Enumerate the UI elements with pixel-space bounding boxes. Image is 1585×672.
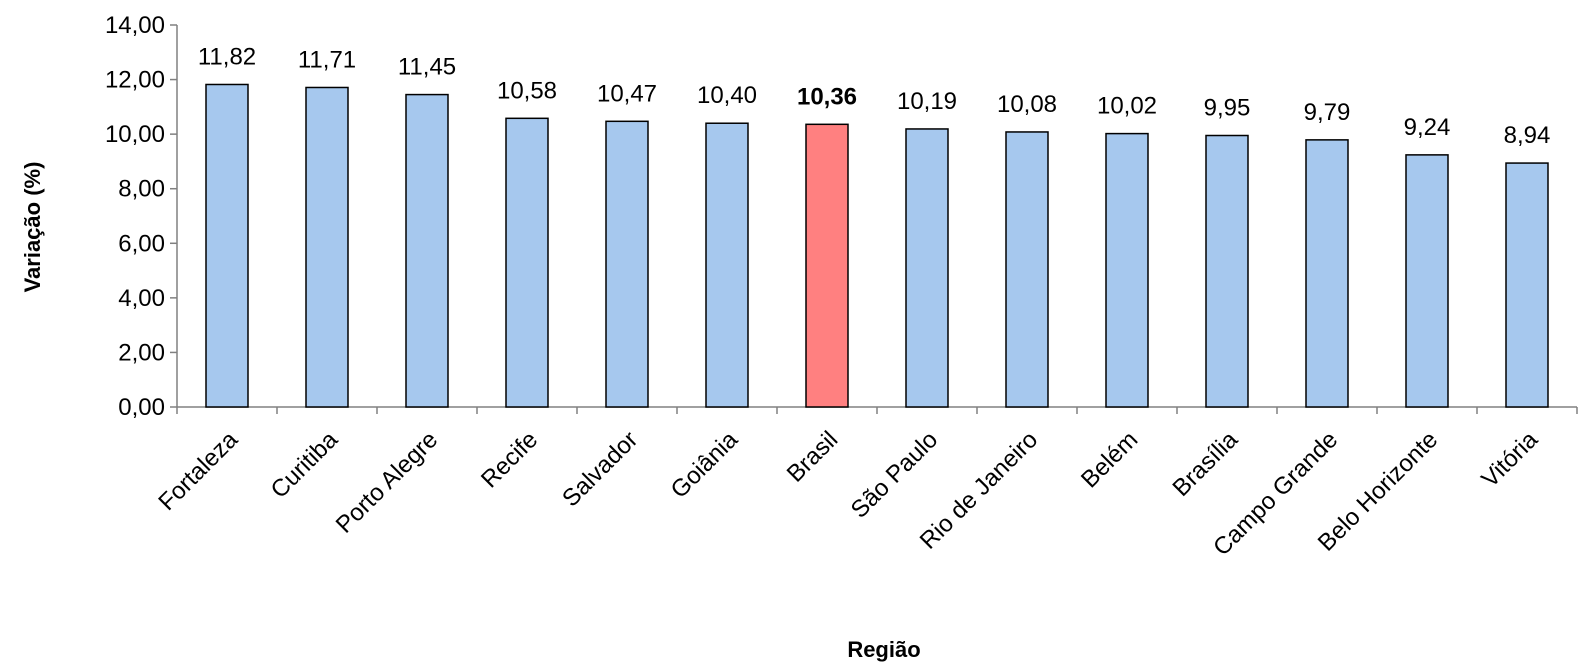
y-tick-label: 8,00	[118, 176, 165, 203]
bar-belém	[1105, 132, 1149, 408]
bar-fortaleza	[205, 83, 249, 408]
bar-salvador	[605, 120, 649, 408]
x-axis-title: Região	[847, 637, 920, 662]
data-label: 10,36	[797, 83, 857, 110]
data-label: 10,40	[697, 82, 757, 109]
bar-brasília	[1205, 134, 1249, 408]
data-label: 11,82	[198, 43, 256, 70]
data-label: 8,94	[1504, 122, 1551, 149]
bar-goiânia	[705, 122, 749, 408]
bar-porto-alegre	[405, 93, 449, 408]
bars	[205, 83, 1549, 408]
bar-recife	[505, 117, 549, 408]
x-tick-label: Porto Alegre	[331, 426, 443, 538]
y-tick-label: 12,00	[105, 67, 165, 94]
bar-brasil	[805, 123, 849, 408]
bar-rio-de-janeiro	[1005, 131, 1049, 408]
x-tick-label: Vitória	[1476, 426, 1543, 493]
x-tick-label: Brasil	[782, 426, 844, 488]
y-tick-label: 0,00	[118, 394, 165, 421]
x-tick-label: Belém	[1076, 426, 1143, 493]
x-axis	[176, 406, 1578, 414]
x-tick-label: Goiânia	[666, 426, 744, 504]
data-label: 10,02	[1097, 93, 1157, 120]
data-label: 9,95	[1204, 95, 1251, 122]
y-tick-label: 10,00	[105, 121, 165, 148]
bar-campo-grande	[1305, 139, 1349, 408]
bar-belo-horizonte	[1405, 154, 1449, 408]
data-label: 9,24	[1404, 114, 1451, 141]
x-tick-label: São Paulo	[846, 426, 943, 523]
x-tick-label: Fortaleza	[153, 426, 243, 516]
y-axis: 0,00 2,00 4,00 6,00 8,00 10,00 12,00 14,00	[105, 12, 178, 421]
data-label: 10,08	[997, 91, 1057, 118]
data-label: 11,71	[298, 46, 356, 73]
data-label: 10,47	[597, 80, 657, 107]
y-tick-label: 14,00	[105, 12, 165, 39]
data-label: 10,19	[897, 88, 957, 115]
data-label: 10,58	[497, 77, 557, 104]
bar-curitiba	[305, 86, 349, 408]
y-axis-title: Variação (%)	[20, 162, 45, 293]
x-tick-label: Recife	[476, 426, 543, 493]
value-labels: 11,82 11,71 11,45 10,58 10,47 10,40 10,36 10,19…	[198, 43, 1551, 149]
y-tick-label: 4,00	[118, 285, 165, 312]
y-tick-label: 2,00	[118, 339, 165, 366]
x-tick-label: Curitiba	[266, 426, 344, 504]
data-label: 9,79	[1304, 99, 1351, 126]
bar-são-paulo	[905, 128, 949, 408]
x-tick-label: Salvador	[557, 426, 643, 512]
data-label: 11,45	[398, 54, 456, 81]
x-tick-label: Brasília	[1168, 426, 1244, 502]
y-tick-label: 6,00	[118, 230, 165, 257]
bar-vitória	[1505, 162, 1549, 408]
